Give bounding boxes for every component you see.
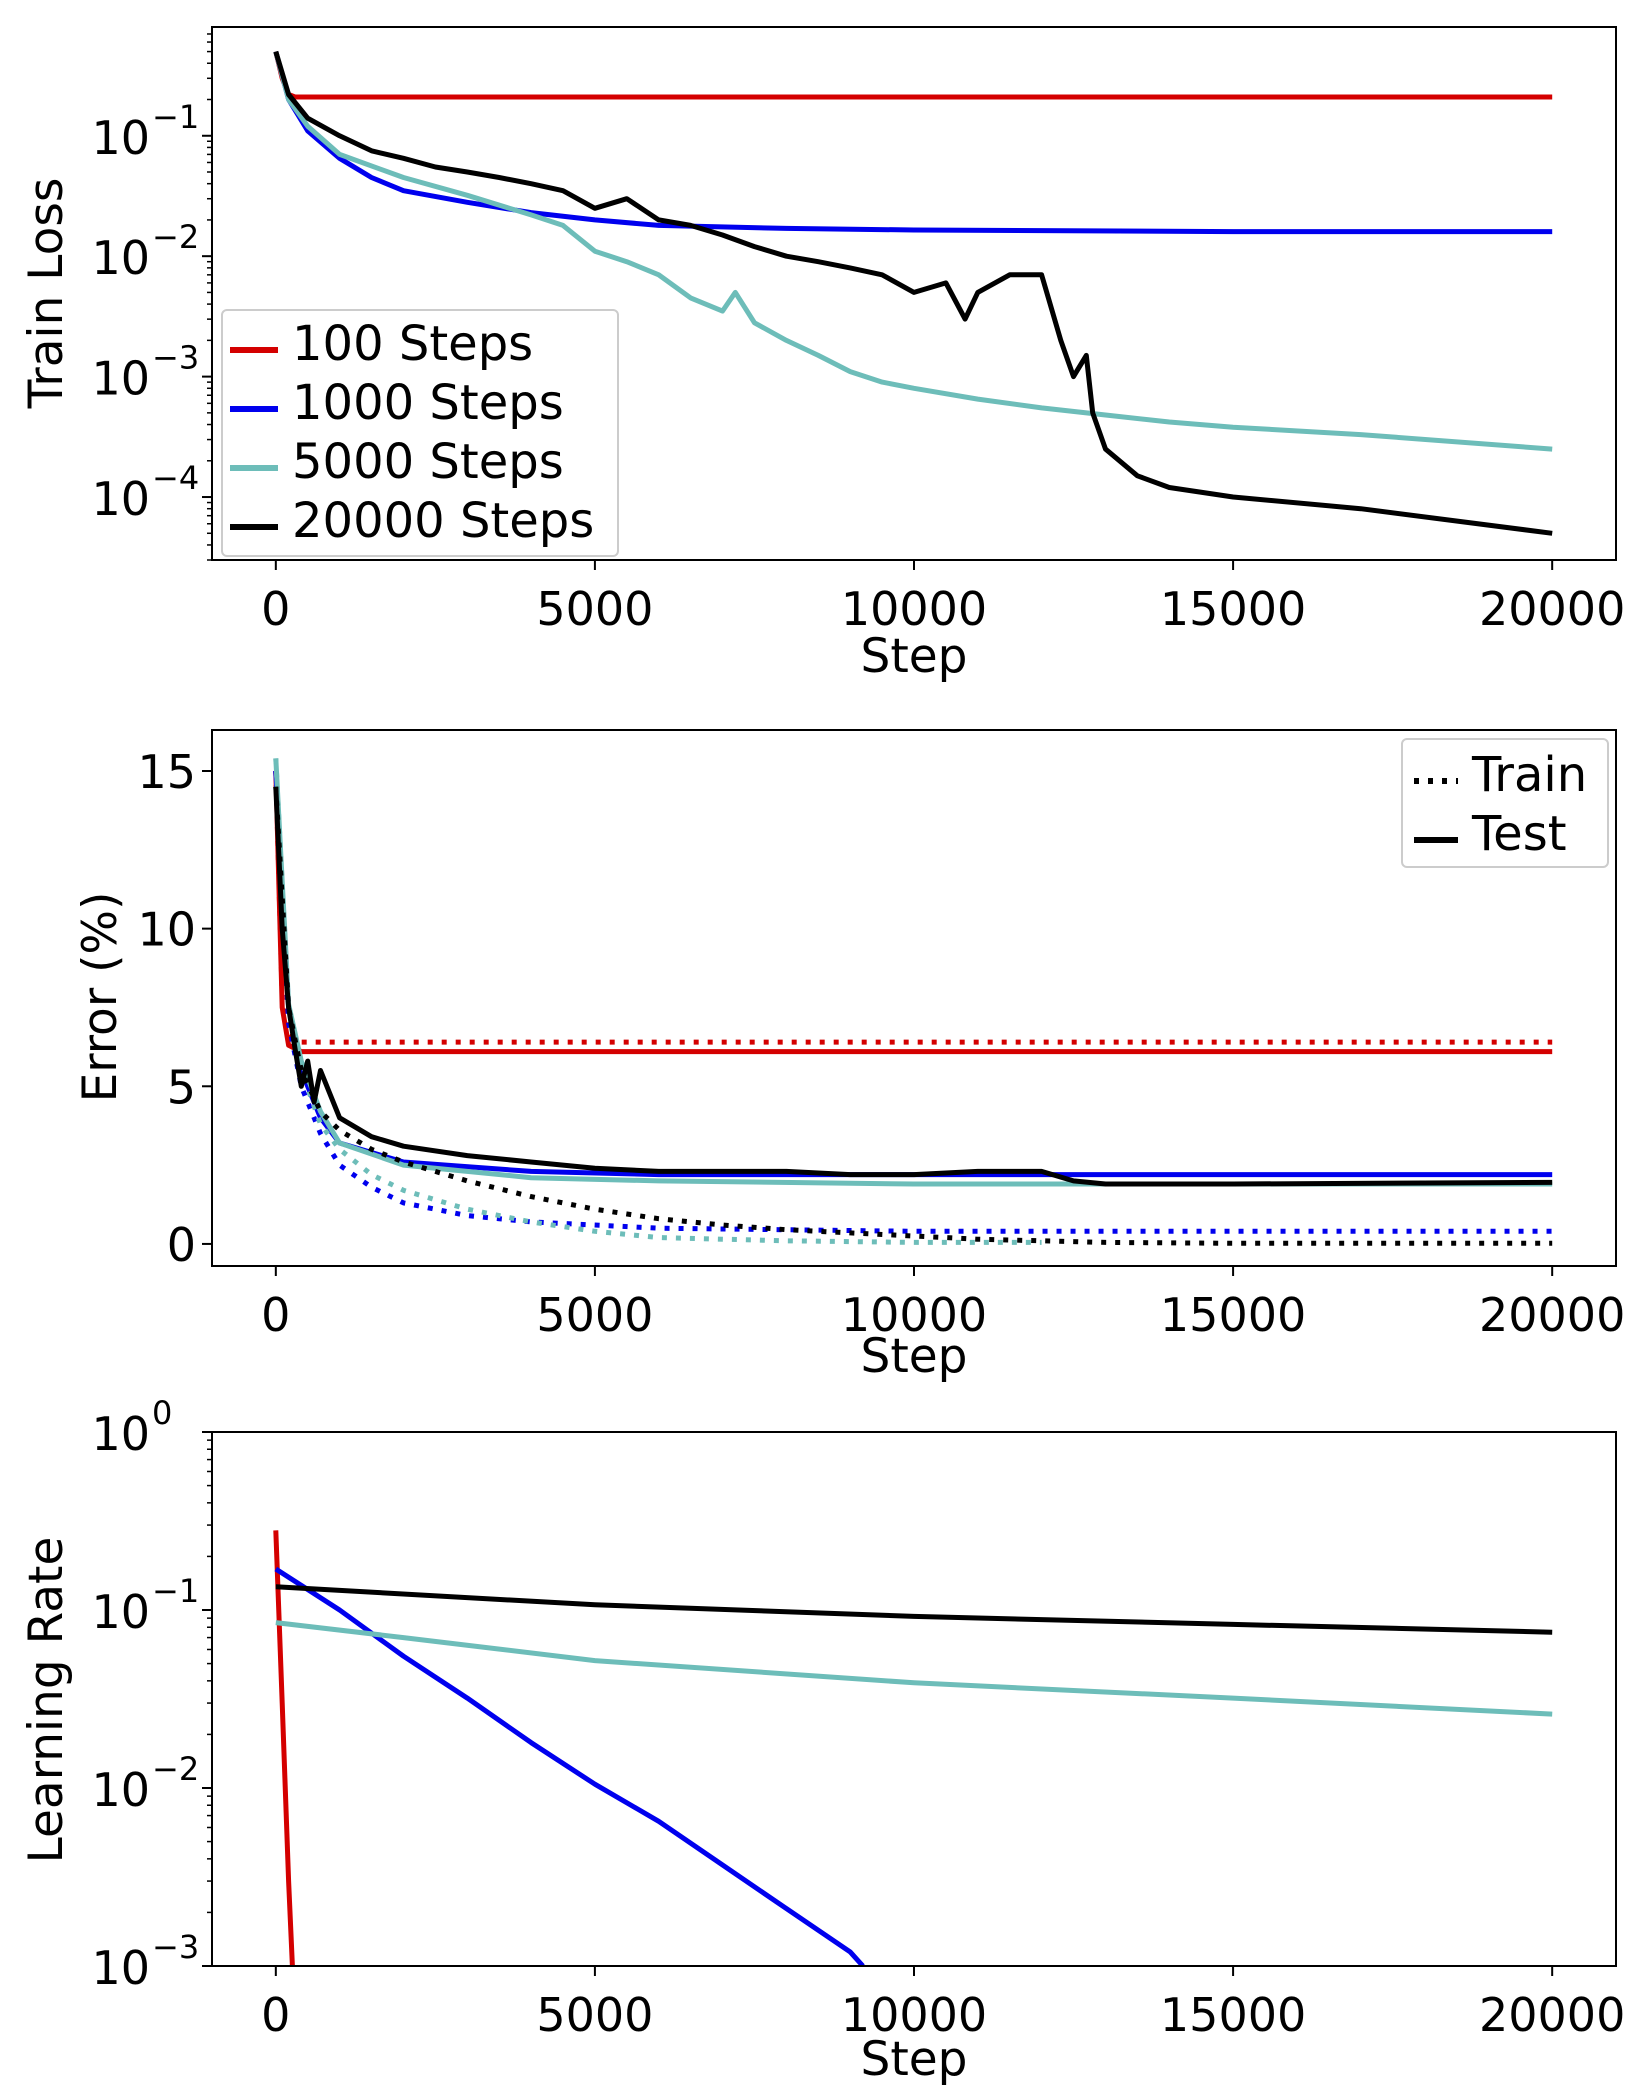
x-tick-label: 20000: [1479, 1988, 1625, 2042]
series-group: [273, 1530, 1553, 1966]
series-group: [273, 758, 1553, 1246]
y-tick-exponent: −1: [152, 98, 199, 136]
x-axis-label: Step: [860, 629, 967, 684]
y-tick-exponent: −3: [152, 1928, 199, 1966]
series-line-2: [273, 50, 1553, 235]
x-tick-label: 15000: [1160, 582, 1306, 636]
y-tick-label: 10: [91, 1763, 150, 1817]
plot-frame: [211, 729, 1617, 1267]
x-tick-label: 15000: [1160, 1288, 1306, 1342]
legend-box: [1401, 738, 1609, 868]
y-tick-label: 10: [91, 1407, 150, 1461]
y-tick-base: 10: [91, 1407, 150, 1461]
x-tick-label: 5000: [536, 582, 653, 636]
x-tick-label: 0: [261, 1288, 290, 1342]
series-line-8: [273, 786, 1553, 1246]
y-tick-exponent: −3: [152, 339, 199, 377]
y-tick-label: 0: [167, 1218, 196, 1272]
series-line-2: [274, 1566, 865, 1966]
series-line-1: [273, 1530, 295, 1966]
x-axis-label: Step: [860, 1329, 967, 1384]
series-line-5: [273, 758, 1553, 1187]
plot-frame: [211, 26, 1617, 561]
legend-label: 20000 Steps: [292, 493, 594, 549]
x-tick-label: 5000: [536, 1988, 653, 2042]
y-tick-label: 15: [137, 745, 196, 799]
y-axis-label: Train Loss: [19, 178, 74, 410]
x-tick-label: 10000: [841, 582, 987, 636]
x-tick-label: 0: [261, 1988, 290, 2042]
y-tick-base: 10: [91, 1763, 150, 1817]
x-axis-label: Step: [860, 2032, 967, 2087]
series-line-4: [273, 50, 1553, 536]
x-tick-label: 0: [261, 582, 290, 636]
y-tick-base: 10: [91, 472, 150, 526]
series-line-7: [273, 786, 1553, 1187]
series-group: [273, 50, 1553, 536]
y-tick-base: 10: [91, 111, 150, 165]
series-line-3: [273, 50, 1553, 452]
legend-label: 100 Steps: [292, 316, 533, 372]
y-tick-label: 10: [91, 111, 150, 165]
y-tick-base: 10: [91, 1585, 150, 1639]
series-line-3: [275, 1620, 1553, 1717]
legend-label: Train: [1471, 747, 1587, 803]
y-tick-label: 10: [91, 352, 150, 406]
series-line-1: [273, 51, 1553, 100]
legend-label: 5000 Steps: [292, 434, 564, 490]
x-tick-label: 10000: [841, 1988, 987, 2042]
x-tick-label: 15000: [1160, 1988, 1306, 2042]
y-tick-exponent: −2: [152, 1750, 199, 1788]
y-tick-label: 10: [91, 472, 150, 526]
y-tick-exponent: −4: [152, 459, 199, 497]
y-tick-label: 10: [137, 903, 196, 957]
y-tick-base: 10: [91, 352, 150, 406]
y-tick-exponent: −2: [152, 218, 199, 256]
legend-box: [221, 309, 619, 557]
series-line-2: [273, 770, 1553, 1045]
series-line-1: [273, 770, 1553, 1055]
y-tick-label: 10: [91, 1941, 150, 1995]
legend-label: 1000 Steps: [292, 375, 564, 431]
x-tick-label: 10000: [841, 1288, 987, 1342]
y-tick-exponent: −1: [152, 1572, 199, 1610]
y-axis-label: Learning Rate: [19, 1537, 74, 1864]
y-tick-base: 10: [91, 231, 150, 285]
y-axis-label: Error (%): [73, 892, 128, 1103]
chart-panel-2: 0 5000 10000 15000 20000 0 5 10 15 Step Error (%) T…: [73, 729, 1625, 1384]
plot-frame: [211, 1431, 1617, 1967]
legend-label: Test: [1471, 806, 1567, 862]
x-tick-label: 20000: [1479, 582, 1625, 636]
series-line-4: [275, 1584, 1553, 1635]
series-line-4: [273, 770, 1553, 1234]
x-tick-label: 5000: [536, 1288, 653, 1342]
y-tick-label: 5: [167, 1060, 196, 1114]
y-tick-label: 10: [91, 231, 150, 285]
y-tick-label: 10: [91, 1585, 150, 1639]
y-tick-base: 10: [91, 1941, 150, 1995]
x-tick-label: 20000: [1479, 1288, 1625, 1342]
series-line-3: [273, 770, 1553, 1178]
y-tick-exponent: 0: [152, 1394, 172, 1432]
